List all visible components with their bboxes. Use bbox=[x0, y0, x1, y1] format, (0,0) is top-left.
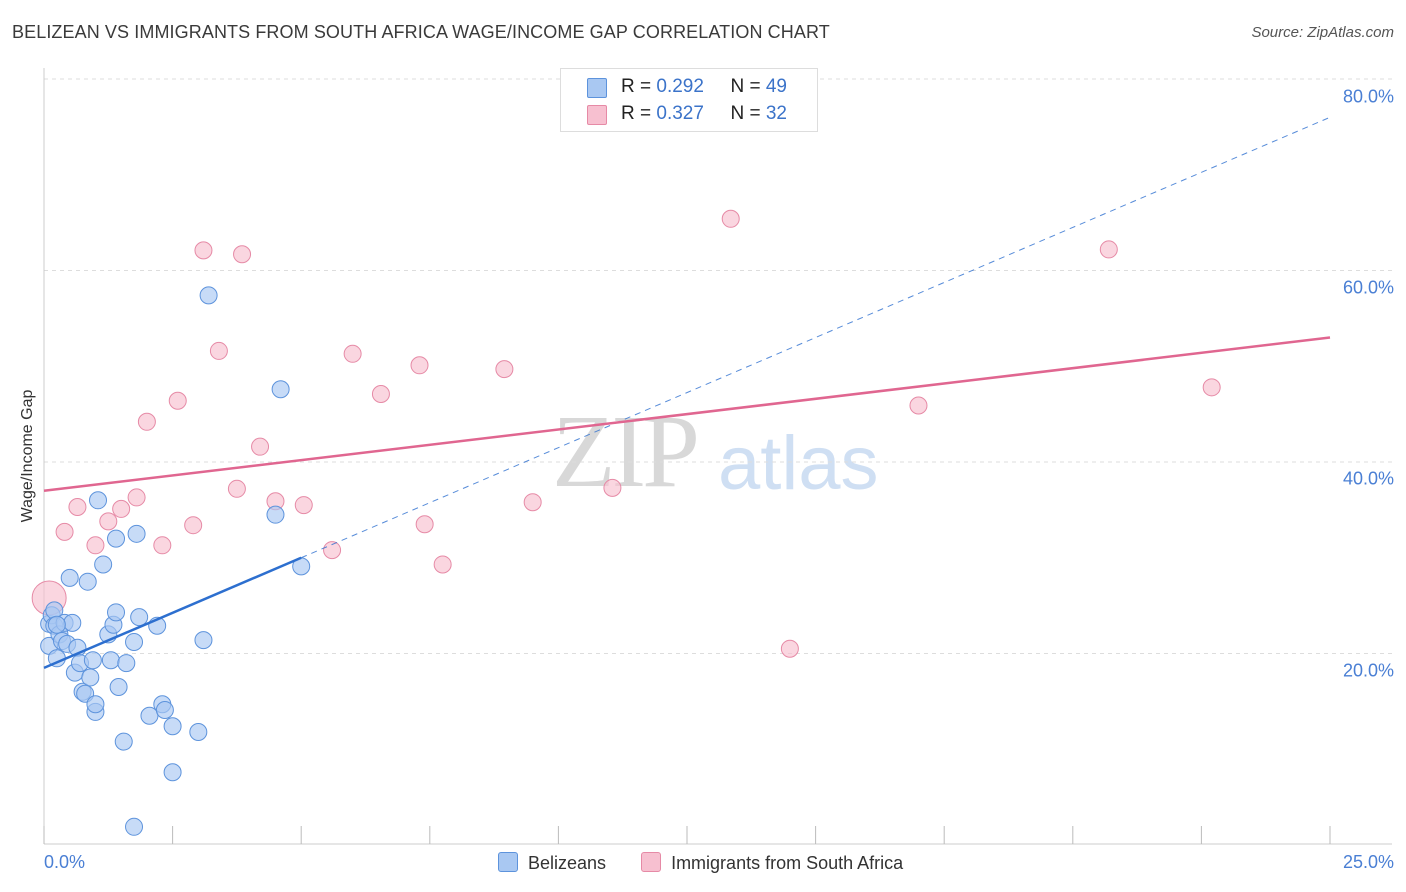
point-belizeans bbox=[163, 717, 182, 736]
series-legend: Belizeans Immigrants from South Africa bbox=[498, 852, 933, 874]
point-south-africa bbox=[371, 385, 390, 404]
r-value: 0.327 bbox=[656, 103, 704, 124]
point-south-africa bbox=[99, 512, 118, 531]
legend-label: Belizeans bbox=[528, 853, 607, 874]
point-south-africa bbox=[495, 360, 514, 379]
watermark-atlas: atlas bbox=[718, 421, 879, 506]
point-south-africa bbox=[433, 555, 452, 574]
point-belizeans bbox=[63, 613, 82, 632]
point-south-africa bbox=[68, 498, 87, 517]
point-south-africa bbox=[294, 496, 313, 515]
point-belizeans bbox=[78, 572, 97, 591]
point-south-africa bbox=[251, 437, 270, 456]
r-value: 0.292 bbox=[656, 76, 704, 97]
point-belizeans bbox=[271, 380, 290, 399]
point-south-africa bbox=[523, 493, 542, 512]
point-south-africa bbox=[410, 356, 429, 375]
point-south-africa bbox=[343, 344, 362, 363]
point-belizeans bbox=[127, 524, 146, 543]
point-south-africa bbox=[227, 479, 246, 498]
point-south-africa bbox=[780, 639, 799, 658]
point-belizeans bbox=[83, 651, 102, 670]
point-south-africa bbox=[194, 241, 213, 260]
point-belizeans bbox=[266, 505, 285, 524]
source-label: Source: ZipAtlas.com bbox=[1251, 24, 1394, 41]
point-south-africa bbox=[184, 516, 203, 535]
n-label: N = bbox=[730, 103, 766, 124]
point-belizeans bbox=[86, 695, 105, 714]
trendline-south-africa bbox=[43, 336, 1331, 492]
point-south-africa bbox=[153, 536, 172, 555]
watermark-zip: ZIP bbox=[552, 394, 700, 509]
point-south-africa bbox=[86, 536, 105, 555]
point-belizeans bbox=[94, 555, 113, 574]
point-south-africa bbox=[233, 245, 252, 264]
trendline-belizeans-extended bbox=[301, 116, 1331, 559]
y-tick-label-60: 60.0% bbox=[1342, 277, 1394, 298]
point-belizeans bbox=[125, 817, 144, 836]
y-tick-label-40: 40.0% bbox=[1342, 468, 1394, 489]
blue-swatch bbox=[498, 852, 518, 873]
point-south-africa bbox=[1099, 240, 1118, 259]
point-belizeans bbox=[81, 668, 100, 687]
point-belizeans bbox=[155, 700, 174, 719]
y-tick-label-20: 20.0% bbox=[1342, 660, 1394, 681]
blue-swatch bbox=[587, 78, 607, 98]
point-belizeans bbox=[199, 286, 218, 305]
point-south-africa bbox=[127, 488, 146, 507]
legend-item-belizeans[interactable]: Belizeans bbox=[498, 852, 606, 874]
pink-swatch bbox=[587, 105, 607, 125]
n-value: 32 bbox=[765, 103, 787, 124]
point-belizeans bbox=[89, 491, 108, 510]
point-belizeans bbox=[194, 631, 213, 650]
x-tick-label-min: 0.0% bbox=[44, 852, 86, 872]
point-belizeans bbox=[60, 568, 79, 587]
n-value: 49 bbox=[765, 76, 787, 97]
r-label: R = bbox=[621, 103, 657, 124]
point-south-africa bbox=[721, 209, 740, 228]
point-south-africa bbox=[168, 391, 187, 410]
point-belizeans bbox=[109, 678, 128, 697]
pink-swatch bbox=[641, 852, 662, 873]
point-belizeans bbox=[47, 615, 66, 634]
point-south-africa bbox=[909, 396, 928, 415]
point-south-africa bbox=[209, 341, 228, 360]
point-belizeans bbox=[140, 706, 159, 725]
r-label: R = bbox=[621, 76, 657, 97]
x-tick-label-max: 25.0% bbox=[1342, 852, 1394, 872]
legend-label: Immigrants from South Africa bbox=[671, 853, 904, 874]
chart-title: BELIZEAN VS IMMIGRANTS FROM SOUTH AFRICA… bbox=[12, 22, 830, 42]
point-south-africa bbox=[323, 541, 342, 560]
point-belizeans bbox=[114, 732, 133, 751]
trendline-belizeans bbox=[43, 556, 302, 670]
point-belizeans bbox=[117, 654, 136, 673]
point-belizeans bbox=[130, 608, 149, 627]
y-tick-label-80: 80.0% bbox=[1342, 86, 1394, 107]
point-south-africa bbox=[603, 478, 622, 497]
point-south-africa bbox=[415, 515, 434, 534]
legend-item-south-africa[interactable]: Immigrants from South Africa bbox=[641, 852, 903, 874]
point-south-africa bbox=[137, 412, 156, 431]
point-south-africa bbox=[55, 522, 74, 541]
point-belizeans bbox=[101, 651, 120, 670]
point-belizeans bbox=[107, 603, 126, 622]
point-belizeans bbox=[107, 529, 126, 548]
point-belizeans bbox=[189, 723, 208, 742]
point-south-africa bbox=[1202, 378, 1221, 397]
y-axis-label: Wage/Income Gap bbox=[19, 389, 36, 523]
point-south-africa bbox=[112, 499, 131, 518]
point-belizeans bbox=[125, 633, 144, 652]
stats-legend: R = 0.292 N = 49 R = 0.327 N = 32 bbox=[560, 68, 818, 132]
n-label: N = bbox=[730, 76, 766, 97]
point-belizeans bbox=[163, 763, 182, 782]
